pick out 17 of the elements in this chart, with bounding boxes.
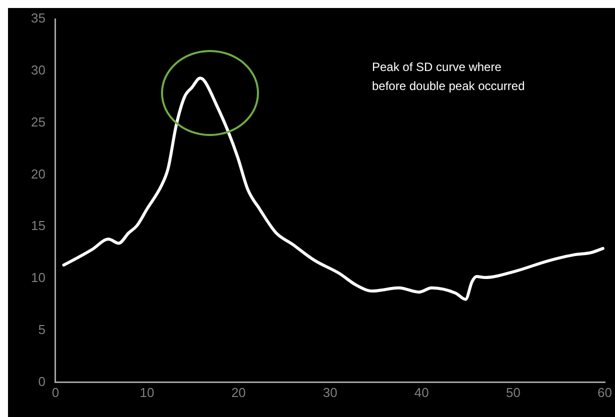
x-tick-label: 60 bbox=[598, 384, 612, 400]
x-tick-label: 40 bbox=[414, 384, 429, 400]
y-tick-label: 20 bbox=[30, 166, 46, 182]
x-tick-label: 20 bbox=[231, 384, 246, 400]
y-tick-label: 5 bbox=[38, 322, 46, 338]
line-series bbox=[62, 76, 604, 301]
x-tick-label: 30 bbox=[322, 384, 338, 400]
annotation: Peak of SD curve where before double peak occurred bbox=[372, 59, 526, 95]
y-tick-label: 0 bbox=[38, 374, 46, 389]
y-tick-label: 35 bbox=[30, 10, 46, 26]
y-tick-label: 25 bbox=[30, 114, 46, 130]
x-tick-label: 0 bbox=[52, 384, 60, 400]
y-tick-label: 15 bbox=[30, 218, 46, 234]
y-tick-label: 30 bbox=[30, 62, 46, 78]
y-tick-label: 10 bbox=[30, 270, 46, 286]
x-tick-label: 50 bbox=[506, 384, 520, 400]
x-tick-label: 10 bbox=[140, 384, 154, 400]
